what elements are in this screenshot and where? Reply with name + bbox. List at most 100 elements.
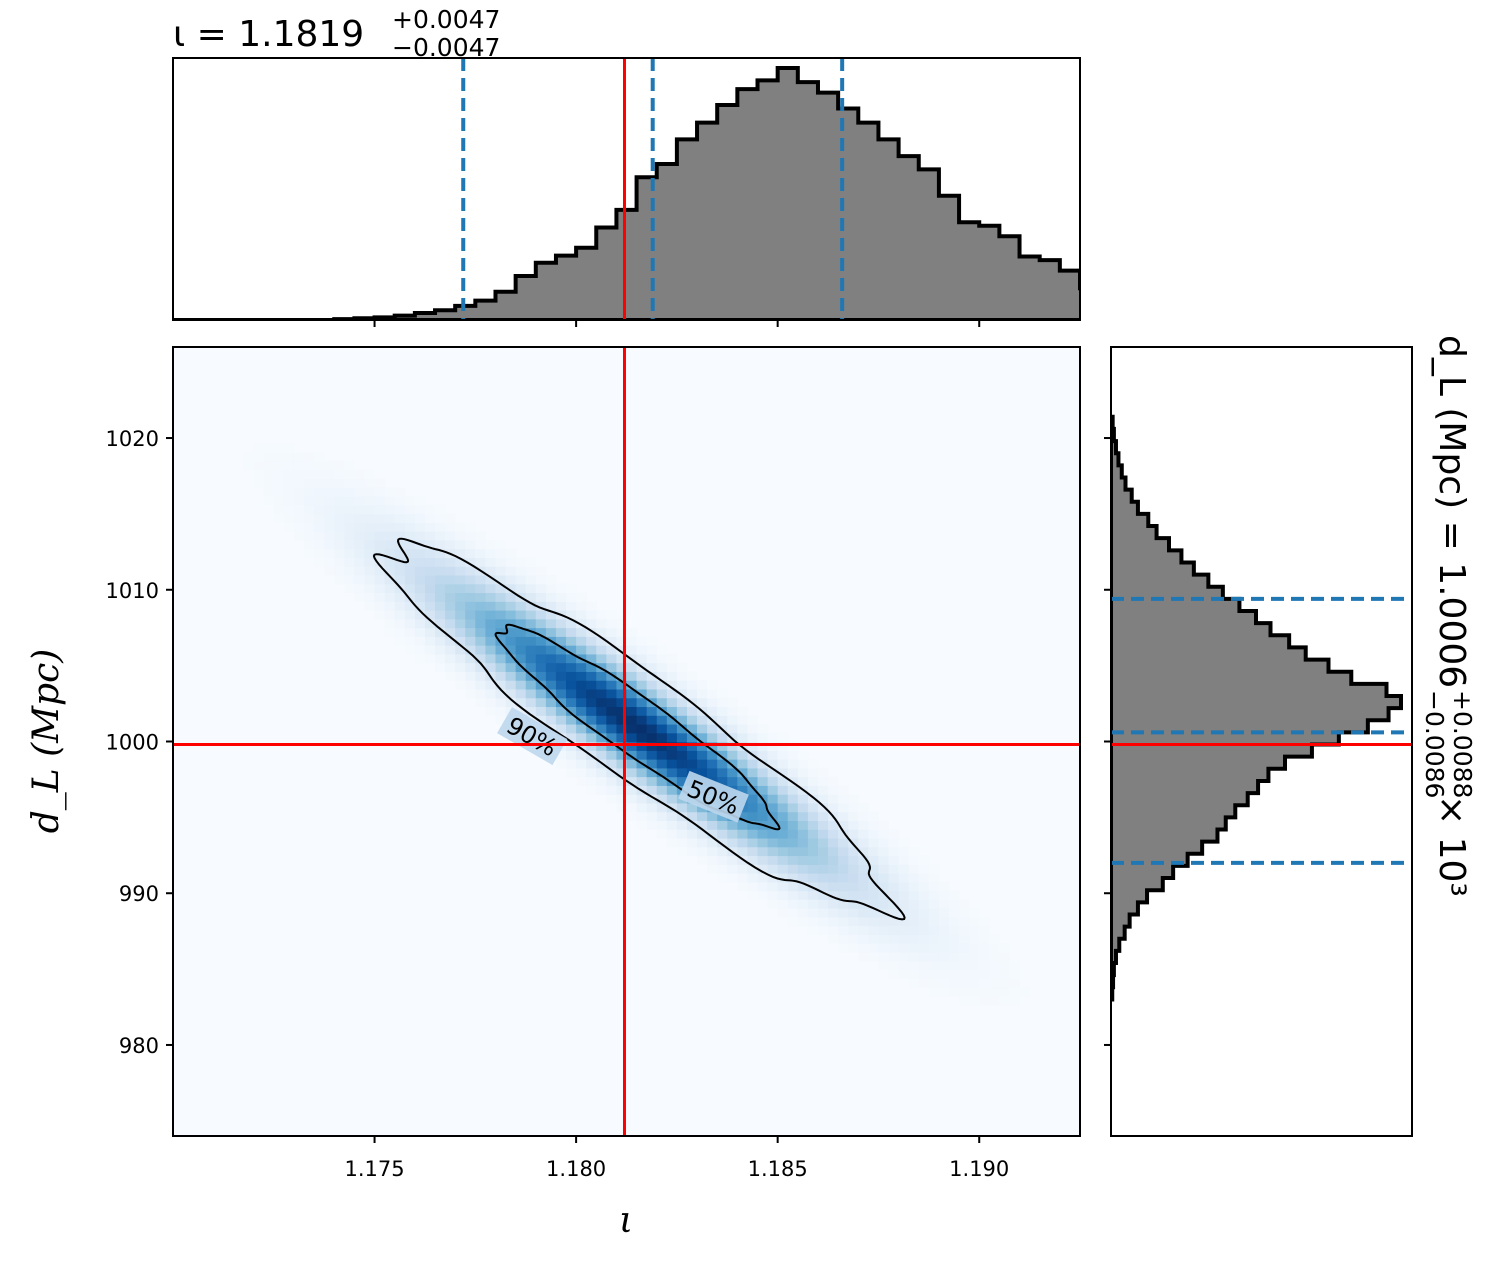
heatmap-cell bbox=[747, 881, 759, 892]
heatmap-cell bbox=[727, 873, 738, 883]
heatmap-cell bbox=[414, 645, 426, 655]
heatmap-cell bbox=[928, 951, 940, 962]
heatmap-cell bbox=[485, 680, 497, 690]
heatmap-cell bbox=[505, 662, 517, 672]
heatmap-cell bbox=[636, 653, 648, 664]
heatmap-cell bbox=[908, 943, 920, 953]
heatmap-cell bbox=[717, 864, 728, 874]
heatmap-cell bbox=[414, 610, 426, 620]
heatmap-cell bbox=[928, 873, 940, 883]
heatmap-cell bbox=[596, 715, 607, 725]
heatmap-cell bbox=[465, 522, 476, 532]
heatmap-cell bbox=[495, 548, 507, 558]
heatmap-cell bbox=[807, 820, 819, 830]
heatmap-cell bbox=[817, 820, 829, 830]
heatmap-cell bbox=[717, 697, 728, 708]
heatmap-cell bbox=[515, 671, 527, 681]
heatmap-cell bbox=[606, 653, 618, 664]
heatmap-cell bbox=[566, 706, 577, 716]
heatmap-cell bbox=[354, 487, 366, 497]
heatmap-cell bbox=[535, 627, 547, 637]
heatmap-cell bbox=[777, 785, 789, 795]
heatmap-cell bbox=[596, 671, 607, 681]
heatmap-cell bbox=[666, 706, 678, 716]
heatmap-cell bbox=[908, 925, 920, 935]
heatmap-cell bbox=[858, 864, 869, 874]
heatmap-cell bbox=[404, 645, 416, 655]
heatmap-cell bbox=[435, 557, 446, 567]
heatmap-cell bbox=[424, 618, 436, 629]
heatmap-cell bbox=[807, 811, 819, 821]
heatmap-cell bbox=[485, 548, 497, 558]
heatmap-cell bbox=[566, 601, 577, 611]
heatmap-cell bbox=[374, 539, 386, 550]
heatmap-cell bbox=[404, 592, 416, 602]
heatmap-cell bbox=[525, 688, 537, 699]
heatmap-cell bbox=[717, 846, 728, 857]
heatmap-cell bbox=[817, 794, 829, 804]
heatmap-cell bbox=[465, 653, 476, 664]
heatmap-cell bbox=[304, 522, 315, 532]
heatmap-cell bbox=[797, 890, 809, 900]
heatmap-cell bbox=[535, 671, 547, 681]
heatmap-cell bbox=[445, 539, 456, 550]
heatmap-cell bbox=[797, 776, 809, 786]
heatmap-cell bbox=[394, 601, 406, 611]
heatmap-cell bbox=[435, 618, 446, 629]
heatmap-cell bbox=[414, 592, 426, 602]
heatmap-cell bbox=[535, 688, 547, 699]
heatmap-cell bbox=[697, 723, 708, 734]
heatmap-cell bbox=[384, 513, 396, 523]
heatmap-cell bbox=[848, 943, 859, 953]
heatmap-cell bbox=[999, 978, 1011, 988]
heatmap-cell bbox=[545, 662, 557, 672]
heatmap-cell bbox=[626, 741, 638, 751]
heatmap-cell bbox=[515, 566, 527, 576]
heatmap-cell bbox=[505, 688, 517, 699]
heatmap-cell bbox=[646, 645, 658, 655]
heatmap-cell bbox=[918, 925, 930, 935]
heatmap-cell bbox=[576, 680, 587, 690]
heatmap-cell bbox=[777, 873, 789, 883]
heatmap-cell bbox=[606, 723, 618, 734]
heatmap-cell bbox=[868, 837, 880, 848]
heatmap-cell bbox=[273, 452, 285, 462]
heatmap-cell bbox=[374, 574, 386, 585]
heatmap-cell bbox=[797, 829, 809, 839]
heatmap-cell bbox=[697, 697, 708, 708]
heatmap-cell bbox=[979, 943, 990, 953]
heatmap-cell bbox=[263, 460, 275, 471]
heatmap-cell bbox=[858, 908, 869, 918]
heatmap-cell bbox=[797, 750, 809, 760]
heatmap-cell bbox=[455, 627, 466, 637]
heatmap-cell bbox=[838, 934, 849, 944]
heatmap-cell bbox=[545, 583, 557, 594]
heatmap-cell bbox=[505, 610, 517, 620]
heatmap-cell bbox=[646, 785, 658, 795]
heatmap-cell bbox=[707, 706, 718, 716]
heatmap-cell bbox=[616, 653, 628, 664]
heatmap-cell bbox=[717, 855, 728, 865]
heatmap-cell bbox=[828, 802, 839, 813]
heatmap-cell bbox=[878, 951, 890, 962]
heatmap-cell bbox=[878, 881, 890, 892]
heatmap-cell bbox=[435, 601, 446, 611]
heatmap-cell bbox=[656, 829, 668, 839]
heatmap-cell bbox=[676, 671, 688, 681]
heatmap-cell bbox=[465, 601, 476, 611]
heatmap-cell bbox=[878, 829, 890, 839]
heatmap-cell bbox=[686, 680, 698, 690]
heatmap-cell bbox=[445, 645, 456, 655]
heatmap-cell bbox=[606, 618, 618, 629]
heatmap-cell bbox=[576, 610, 587, 620]
heatmap-cell bbox=[787, 855, 799, 865]
heatmap-cell bbox=[576, 732, 587, 743]
heatmap-cell bbox=[354, 574, 366, 585]
heatmap-cell bbox=[838, 908, 849, 918]
heatmap-cell bbox=[455, 671, 466, 681]
heatmap-cell bbox=[868, 899, 880, 909]
heatmap-cell bbox=[404, 557, 416, 567]
right-y-ticks bbox=[1104, 437, 1111, 1046]
heatmap-cell bbox=[424, 557, 436, 567]
heatmap-cell bbox=[384, 566, 396, 576]
